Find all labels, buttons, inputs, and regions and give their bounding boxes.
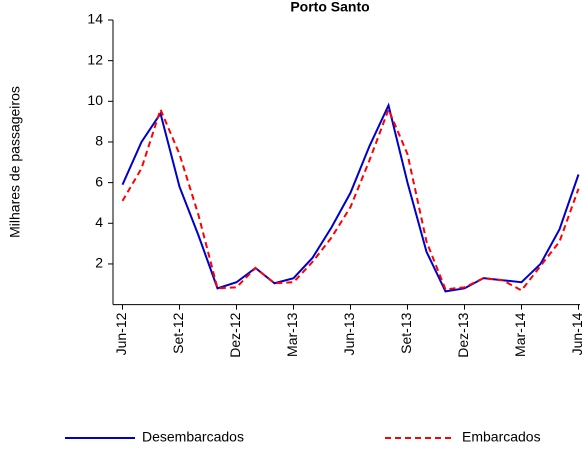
x-tick-label: Set-13 xyxy=(398,312,414,353)
x-tick-label: Set-12 xyxy=(170,312,186,353)
x-tick-label: Dez-12 xyxy=(227,312,243,357)
legend-label: Embarcados xyxy=(462,429,541,445)
chart-title: Porto Santo xyxy=(290,0,369,15)
y-tick-label: 12 xyxy=(87,51,103,67)
y-tick-label: 4 xyxy=(95,214,103,230)
x-tick-label: Mar-14 xyxy=(512,312,528,357)
y-tick-label: 14 xyxy=(87,11,103,27)
y-tick-label: 8 xyxy=(95,133,103,149)
series-line xyxy=(121,106,580,292)
x-tick-label: Mar-13 xyxy=(284,312,300,357)
y-axis-label: Milhares de passageiros xyxy=(7,86,23,238)
x-tick-label: Jun-12 xyxy=(113,312,129,355)
y-tick-label: 2 xyxy=(95,255,103,271)
series-line xyxy=(121,102,580,293)
x-tick-label: Jun-13 xyxy=(341,312,357,355)
y-tick-label: 10 xyxy=(87,92,103,108)
x-tick-label: Jun-14 xyxy=(569,312,582,355)
legend-label: Desembarcados xyxy=(142,429,244,445)
x-tick-label: Dez-13 xyxy=(455,312,471,357)
y-tick-label: 6 xyxy=(95,173,103,189)
